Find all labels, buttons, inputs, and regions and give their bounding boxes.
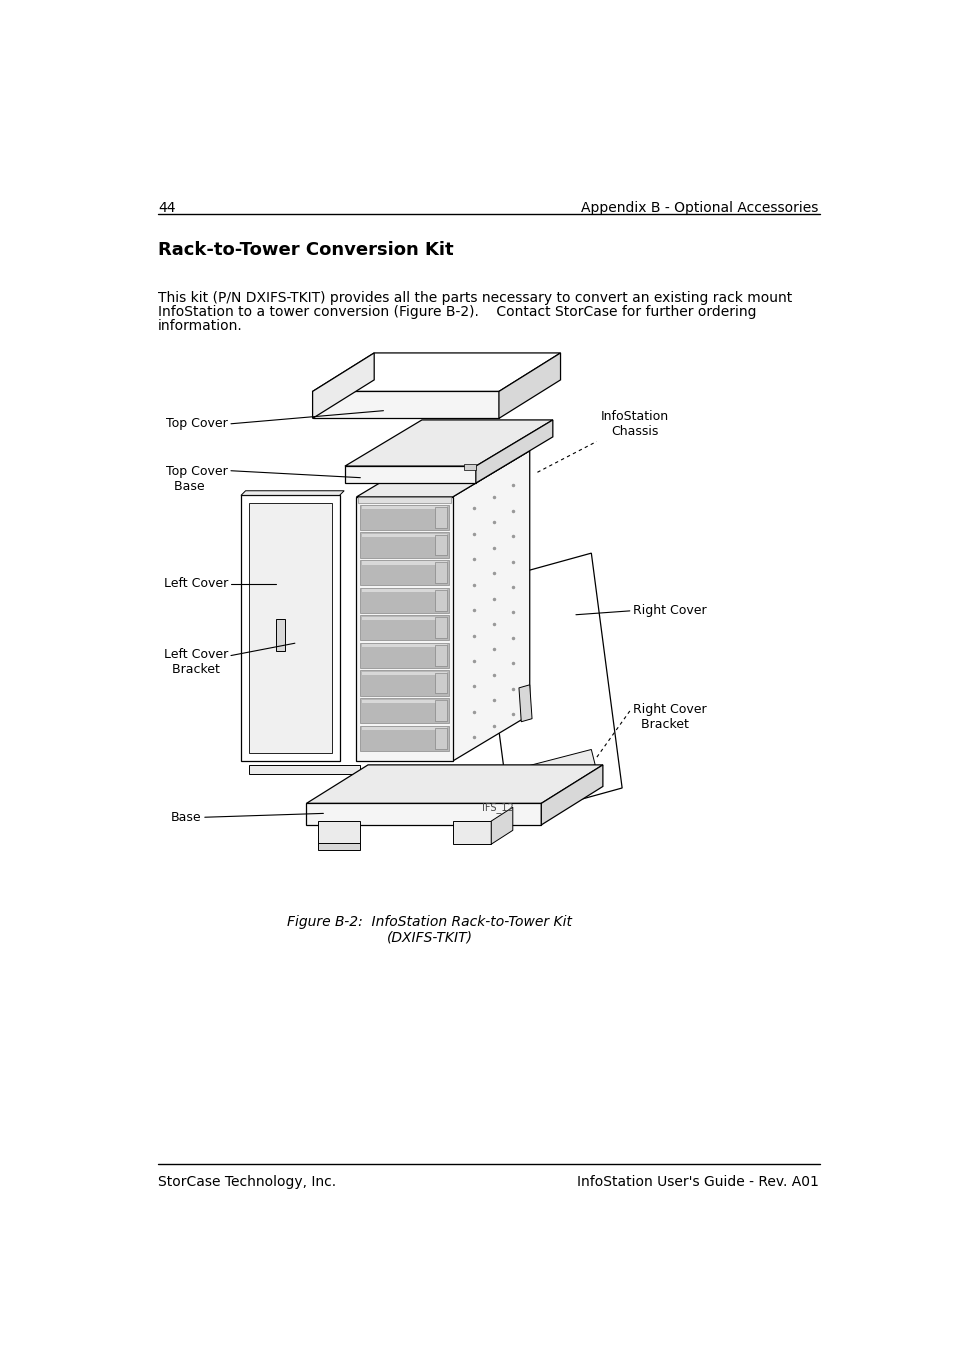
Polygon shape [464,464,476,470]
Polygon shape [356,497,453,761]
Polygon shape [361,534,447,537]
Polygon shape [435,590,446,611]
Polygon shape [357,497,451,502]
Text: This kit (P/N DXIFS-TKIT) provides all the parts necessary to convert an existin: This kit (P/N DXIFS-TKIT) provides all t… [157,292,791,305]
Polygon shape [360,643,449,668]
Text: Right Cover
  Bracket: Right Cover Bracket [632,704,706,731]
Text: information.: information. [157,319,242,333]
Polygon shape [361,700,447,702]
Polygon shape [313,353,374,419]
Polygon shape [313,392,498,419]
Polygon shape [361,672,447,675]
Polygon shape [360,615,449,641]
Polygon shape [249,765,360,773]
Polygon shape [313,353,560,392]
Polygon shape [453,821,491,845]
Polygon shape [345,420,552,465]
Polygon shape [360,505,449,530]
Polygon shape [360,533,449,557]
Polygon shape [435,563,446,583]
Text: Rack-to-Tower Conversion Kit: Rack-to-Tower Conversion Kit [157,241,453,259]
Text: StorCase Technology, Inc.: StorCase Technology, Inc. [157,1175,335,1188]
Text: Left Cover
  Bracket: Left Cover Bracket [164,648,228,676]
Polygon shape [435,507,446,527]
Polygon shape [540,765,602,826]
Text: 44: 44 [157,201,175,215]
Polygon shape [345,465,476,483]
Polygon shape [249,502,332,753]
Polygon shape [435,701,446,721]
Polygon shape [356,450,529,497]
Polygon shape [479,553,621,819]
Text: InfoStation to a tower conversion (Figure B-2).    Contact StorCase for further : InfoStation to a tower conversion (Figur… [157,305,756,319]
Text: Top Cover
  Base: Top Cover Base [166,464,228,493]
Polygon shape [453,450,529,761]
Polygon shape [360,726,449,752]
Polygon shape [360,587,449,613]
Text: IFS_12: IFS_12 [481,802,514,813]
Polygon shape [491,808,513,845]
Text: Figure B-2:  InfoStation Rack-to-Tower Kit: Figure B-2: InfoStation Rack-to-Tower Ki… [287,914,572,930]
Polygon shape [435,534,446,556]
Polygon shape [476,420,552,483]
Polygon shape [361,589,447,593]
Text: InfoStation User's Guide - Rev. A01: InfoStation User's Guide - Rev. A01 [576,1175,818,1188]
Polygon shape [487,749,595,791]
Polygon shape [360,698,449,723]
Text: Right Cover: Right Cover [632,604,706,617]
Polygon shape [498,353,560,419]
Polygon shape [306,765,602,804]
Polygon shape [241,490,344,496]
Polygon shape [360,671,449,695]
Polygon shape [435,645,446,665]
Polygon shape [361,561,447,564]
Polygon shape [435,617,446,638]
Polygon shape [361,645,447,648]
Text: Top Cover: Top Cover [166,418,228,430]
Polygon shape [317,821,360,845]
Text: Base: Base [171,810,201,824]
Text: InfoStation
Chassis: InfoStation Chassis [600,409,668,438]
Polygon shape [361,616,447,620]
Polygon shape [275,619,285,650]
Text: Appendix B - Optional Accessories: Appendix B - Optional Accessories [580,201,818,215]
Polygon shape [435,672,446,694]
Polygon shape [306,804,540,826]
Polygon shape [518,684,532,721]
Polygon shape [360,560,449,585]
Text: (DXIFS-TKIT): (DXIFS-TKIT) [386,931,472,945]
Polygon shape [435,728,446,749]
Polygon shape [241,496,339,761]
Polygon shape [361,727,447,730]
Polygon shape [317,843,360,850]
Polygon shape [361,507,447,509]
Text: Left Cover: Left Cover [164,578,228,590]
